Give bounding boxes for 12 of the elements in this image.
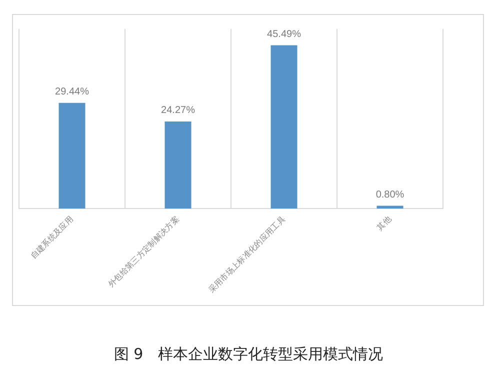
x-tick-label: 采用市场上标准化的应用工具 xyxy=(206,214,287,294)
data-label: 0.80% xyxy=(376,190,404,201)
x-tick-label: 自建系统及应用 xyxy=(28,214,75,261)
x-tick-label: 其他 xyxy=(375,214,393,232)
data-label: 29.44% xyxy=(55,86,90,98)
x-tick-label: 外包给第三方定制解决方案 xyxy=(106,214,181,289)
bar xyxy=(270,45,298,209)
data-label: 24.27% xyxy=(161,105,196,116)
data-label: 45.49% xyxy=(267,28,302,40)
bar xyxy=(58,102,86,209)
bar xyxy=(164,121,192,209)
text: 图 9 样本企业数字化转型采用模式情况 xyxy=(112,345,384,364)
